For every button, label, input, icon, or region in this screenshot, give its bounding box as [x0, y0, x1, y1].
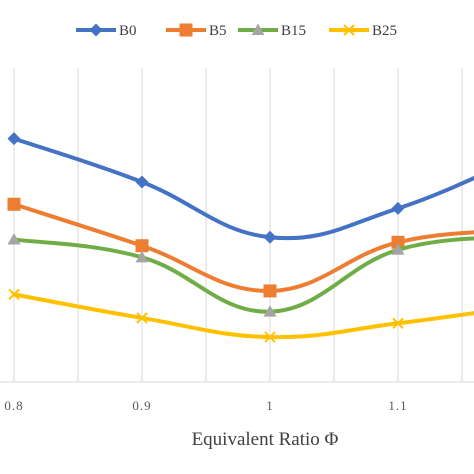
data-point	[136, 312, 148, 324]
data-point	[135, 239, 149, 253]
legend-item: B15	[238, 23, 306, 39]
x-tick-label: 1	[266, 398, 274, 413]
data-point	[7, 132, 21, 146]
x-axis-title: Equivalent Ratio Φ	[192, 429, 339, 450]
x-tick-labels: 0.80.911.11.2	[4, 398, 407, 413]
data-point	[263, 230, 277, 244]
data-point	[263, 305, 277, 317]
data-point	[263, 284, 277, 298]
series-line	[13, 292, 474, 340]
legend-label: B5	[209, 23, 227, 39]
data-point	[391, 235, 405, 249]
x-tick-label: 0.9	[132, 398, 151, 413]
legend-marker	[179, 23, 193, 37]
legend-item: B0	[76, 23, 137, 39]
series-b5	[7, 197, 474, 298]
data-point	[135, 175, 149, 189]
legend-marker	[251, 23, 265, 35]
legend-label: B25	[372, 23, 397, 39]
legend-item: B5	[166, 23, 227, 39]
legend-marker	[343, 24, 355, 36]
legend-item: B25	[329, 23, 397, 39]
data-point	[391, 201, 405, 215]
data-point	[8, 288, 20, 301]
legend-label: B15	[281, 23, 306, 39]
data-point	[7, 232, 21, 245]
series-line	[13, 236, 474, 314]
legend-marker	[89, 23, 103, 37]
data-point	[135, 250, 149, 263]
series-b25	[8, 288, 474, 343]
data-point	[264, 331, 276, 343]
vertical-gridlines	[13, 68, 463, 382]
series-b0	[7, 132, 474, 244]
legend: B0 B5 B15 B25	[76, 23, 397, 39]
series-line	[13, 136, 474, 241]
x-tick-label: 0.8	[4, 398, 23, 413]
x-tick-label: 1.1	[388, 398, 407, 413]
legend-label: B0	[119, 23, 137, 39]
data-point	[7, 197, 21, 211]
data-point	[391, 243, 405, 255]
data-point	[392, 317, 404, 329]
series-b15	[7, 232, 474, 317]
series-layer	[7, 132, 474, 343]
